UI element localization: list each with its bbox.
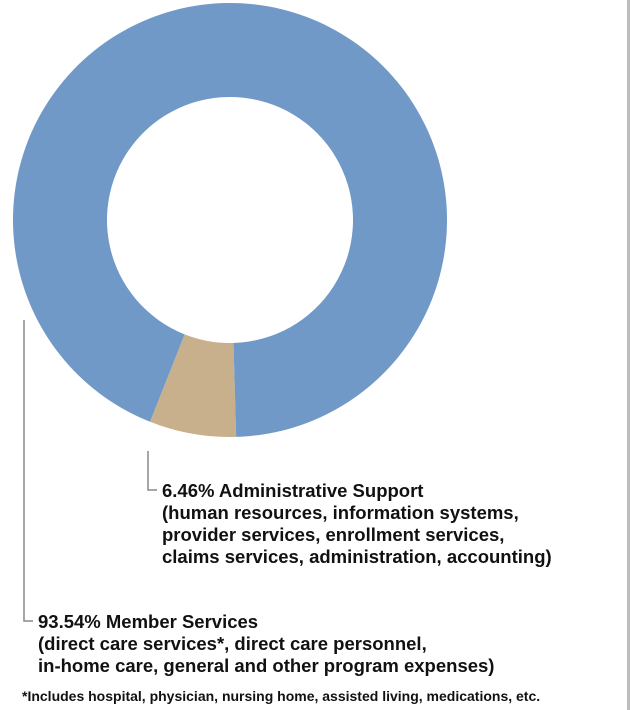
member-services-label: 93.54% Member Services (direct care serv… <box>38 611 494 677</box>
leader-lines <box>23 320 157 622</box>
slice-administrative-support <box>150 334 237 437</box>
member-services-detail-line: (direct care services*, direct care pers… <box>38 633 427 654</box>
donut-slices <box>13 3 448 437</box>
admin-support-heading: 6.46% Administrative Support <box>162 480 424 501</box>
member-services-heading: 93.54% Member Services <box>38 611 259 632</box>
admin-support-detail-line: claims services, administration, account… <box>162 546 552 567</box>
member-leader-line <box>23 320 33 622</box>
admin-support-label: 6.46% Administrative Support (human reso… <box>162 480 552 568</box>
admin-support-detail-line: provider services, enrollment services, <box>162 524 505 545</box>
footnote: *Includes hospital, physician, nursing h… <box>22 688 541 704</box>
admin-leader-line <box>147 451 157 491</box>
right-divider <box>627 0 630 710</box>
slice-member-services <box>13 3 448 437</box>
admin-support-detail-line: (human resources, information systems, <box>162 502 519 523</box>
member-services-detail-line: in-home care, general and other program … <box>38 655 495 676</box>
